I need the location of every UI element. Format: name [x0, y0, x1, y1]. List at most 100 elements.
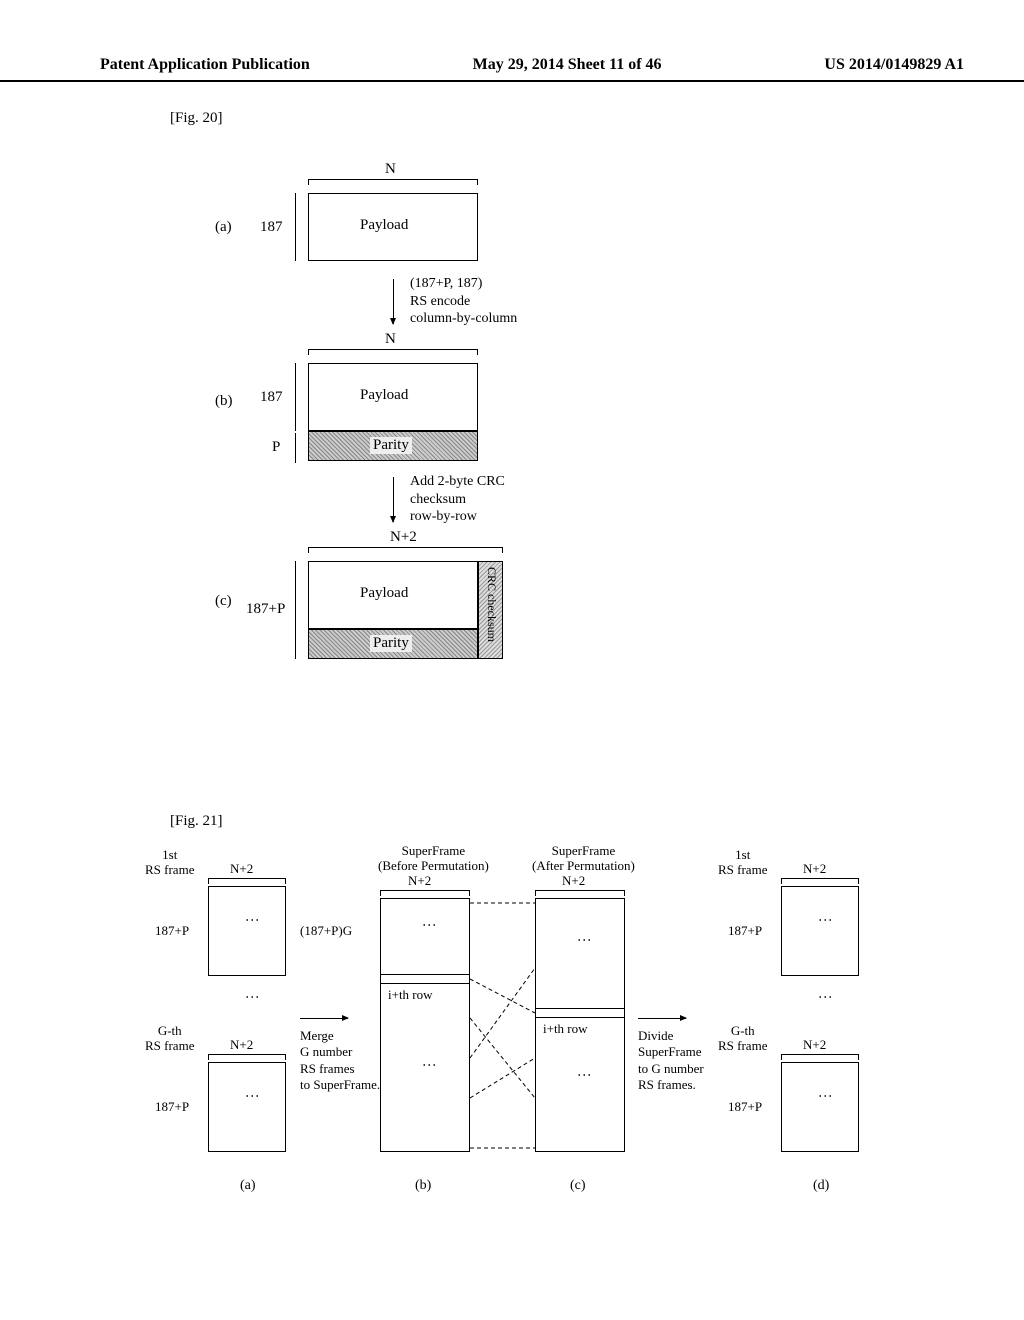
dots-a1: ⋮	[243, 913, 259, 925]
ith-c-label: i+th row	[543, 1022, 588, 1037]
np2-b: N+2	[408, 874, 431, 889]
fig20-a-label: (a)	[215, 219, 232, 236]
fig20-a-payload: Payload	[360, 217, 408, 234]
div-l1: Divide	[638, 1028, 673, 1043]
brace-ag	[208, 1054, 286, 1060]
h187p-a1: 187+P	[155, 924, 189, 939]
dots-dmid: ⋮	[816, 990, 832, 1002]
fig20-c-np2: N+2	[390, 529, 417, 546]
sub-a: (a)	[240, 1178, 256, 1194]
fig20-a-187-brace	[295, 193, 305, 261]
box-b	[380, 898, 470, 1152]
brace-b	[380, 890, 470, 896]
box-a1	[208, 886, 286, 976]
h187pg-b: (187+P)G	[300, 924, 352, 939]
h187p-dg: 187+P	[728, 1100, 762, 1115]
fig20-b-P-brace	[295, 433, 305, 463]
dots-ag: ⋮	[243, 1089, 259, 1101]
dots-dg: ⋮	[816, 1089, 832, 1101]
header-right: US 2014/0149829 A1	[824, 56, 964, 74]
ith-row-c	[535, 1008, 625, 1018]
h187p-ag: 187+P	[155, 1100, 189, 1115]
box-ag	[208, 1062, 286, 1152]
brace-dg	[781, 1054, 859, 1060]
brace-d1	[781, 878, 859, 884]
step1-l2: RS encode	[410, 294, 470, 309]
fig20-b-187-brace	[295, 363, 305, 431]
step1-l1: (187+P, 187)	[410, 276, 482, 291]
step2-l3: row-by-row	[410, 509, 477, 524]
merge-arrow	[300, 1018, 348, 1019]
fig20-a-n: N	[385, 161, 396, 178]
fig20-step2: Add 2-byte CRC checksum row-by-row	[410, 473, 505, 526]
fig21-rs1-left: 1st RS frame	[145, 848, 194, 878]
fig20-b-parity: Parity	[370, 437, 412, 454]
dots-b2: ⋮	[420, 1058, 436, 1070]
ith-row-b	[380, 974, 470, 984]
ith-b-label: i+th row	[388, 988, 433, 1003]
fig20-c-crc: CRC checksum	[484, 567, 499, 642]
fig20-container: (a) N 187 Payload (187+P, 187) RS encode…	[0, 183, 1024, 813]
fig21-container: 1st RS frame N+2 187+P ⋮ ⋮ G-th RS frame…	[0, 838, 1024, 1218]
dots-b1: ⋮	[420, 918, 436, 930]
box-d1	[781, 886, 859, 976]
fig20-b-187: 187	[260, 389, 283, 406]
brace-c	[535, 890, 625, 896]
dots-c1: ⋮	[575, 933, 591, 945]
merge-l2: G number	[300, 1044, 352, 1059]
fig20-c-n-brace	[308, 547, 503, 553]
div-l3: to G number	[638, 1061, 704, 1076]
sf-after: SuperFrame (After Permutation)	[532, 844, 635, 874]
divide-caption: Divide SuperFrame to G number RS frames.	[638, 1028, 704, 1093]
fig21-label: [Fig. 21]	[170, 813, 1024, 830]
merge-l1: Merge	[300, 1028, 334, 1043]
sub-d: (d)	[813, 1178, 829, 1194]
dots-amid: ⋮	[243, 990, 259, 1002]
fig20-arrow1	[393, 279, 394, 324]
div-l4: RS frames.	[638, 1077, 696, 1092]
sub-b: (b)	[415, 1178, 431, 1194]
div-l2: SuperFrame	[638, 1044, 702, 1059]
brace-a1	[208, 878, 286, 884]
divide-arrow	[638, 1018, 686, 1019]
box-dg	[781, 1062, 859, 1152]
np2-c: N+2	[562, 874, 585, 889]
fig20-b-payload: Payload	[360, 387, 408, 404]
fig20-step1: (187+P, 187) RS encode column-by-column	[410, 275, 517, 328]
fig20-b-label: (b)	[215, 393, 233, 410]
header-left: Patent Application Publication	[100, 56, 310, 74]
fig20-c-label: (c)	[215, 593, 232, 610]
fig21-rs1-right: 1st RS frame	[718, 848, 767, 878]
sub-c: (c)	[570, 1178, 586, 1194]
header-mid: May 29, 2014 Sheet 11 of 46	[473, 56, 662, 74]
fig21-rsg-right: G-th RS frame	[718, 1024, 767, 1054]
fig20-c-187p: 187+P	[246, 601, 285, 618]
step2-l2: checksum	[410, 492, 466, 507]
fig20-c-payload: Payload	[360, 585, 408, 602]
step1-l3: column-by-column	[410, 311, 517, 326]
fig20-c-187p-brace	[295, 561, 305, 659]
fig20-c-parity: Parity	[370, 635, 412, 652]
merge-l3: RS frames	[300, 1061, 355, 1076]
h187p-d1: 187+P	[728, 924, 762, 939]
fig21-np2-dg: N+2	[803, 1038, 826, 1053]
fig20-label: [Fig. 20]	[170, 110, 1024, 127]
fig20-b-n: N	[385, 331, 396, 348]
page-header: Patent Application Publication May 29, 2…	[0, 56, 1024, 82]
dots-c2: ⋮	[575, 1068, 591, 1080]
fig21-rsg-left: G-th RS frame	[145, 1024, 194, 1054]
step2-l1: Add 2-byte CRC	[410, 474, 505, 489]
fig21-np2-a1: N+2	[230, 862, 253, 877]
fig20-arrow2	[393, 477, 394, 522]
dots-d1: ⋮	[816, 913, 832, 925]
content-area: [Fig. 20] (a) N 187 Payload (187+P, 187)…	[0, 110, 1024, 1218]
sf-before: SuperFrame (Before Permutation)	[378, 844, 489, 874]
merge-caption: Merge G number RS frames to SuperFrame.	[300, 1028, 380, 1093]
fig20-a-n-brace	[308, 179, 478, 185]
fig20-a-187: 187	[260, 219, 283, 236]
fig20-b-n-brace	[308, 349, 478, 355]
fig20-b-P: P	[272, 439, 280, 456]
fig21-np2-d1: N+2	[803, 862, 826, 877]
merge-l4: to SuperFrame.	[300, 1077, 380, 1092]
fig21-np2-ag: N+2	[230, 1038, 253, 1053]
